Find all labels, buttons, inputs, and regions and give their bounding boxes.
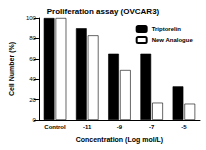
svg-text:Control: Control [44, 124, 66, 130]
svg-text:-11: -11 [83, 124, 92, 130]
svg-text:20: 20 [29, 97, 36, 103]
svg-text:40: 40 [29, 76, 36, 82]
svg-text:New Analogue: New Analogue [152, 37, 194, 43]
svg-text:Cell Number (%): Cell Number (%) [8, 42, 16, 96]
svg-text:-7: -7 [149, 124, 155, 130]
svg-text:Concentration (Log mol/L): Concentration (Log mol/L) [76, 136, 164, 144]
svg-text:0: 0 [33, 117, 37, 123]
svg-text:-5: -5 [181, 124, 187, 130]
svg-text:Triptorelin: Triptorelin [152, 26, 182, 32]
svg-text:Proliferation assay (OVCAR3): Proliferation assay (OVCAR3) [47, 7, 160, 16]
svg-text:60: 60 [29, 56, 36, 62]
svg-text:80: 80 [29, 35, 36, 41]
svg-text:100: 100 [26, 15, 37, 21]
svg-text:-9: -9 [117, 124, 123, 130]
